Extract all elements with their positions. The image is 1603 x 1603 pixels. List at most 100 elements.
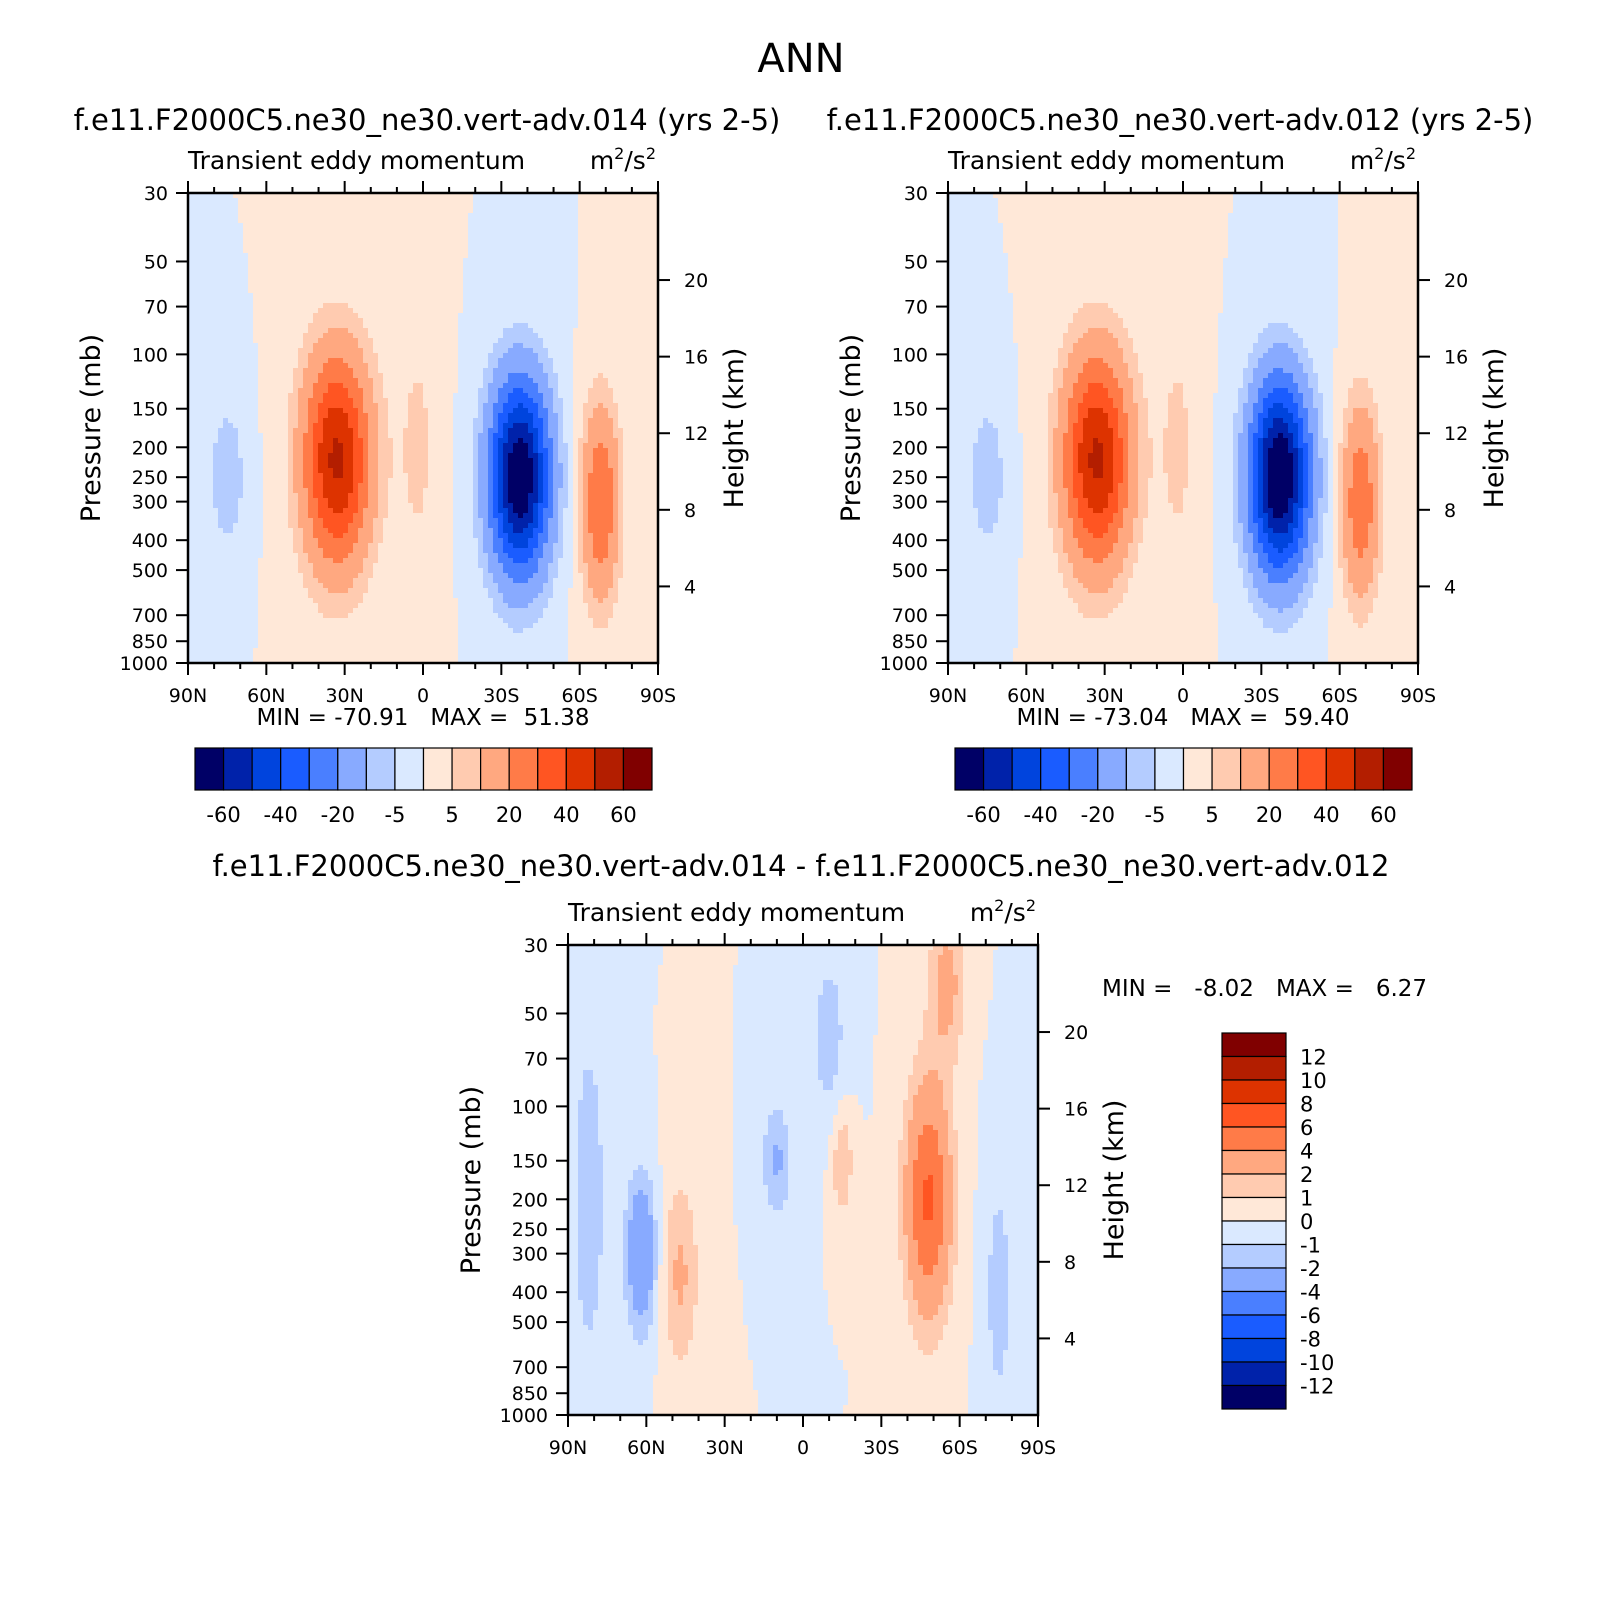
field-cell — [423, 253, 429, 259]
field-cell — [308, 218, 314, 224]
field-cell — [593, 408, 599, 414]
field-cell — [528, 418, 534, 424]
field-cell — [633, 203, 639, 209]
field-cell — [563, 268, 569, 274]
field-cell — [638, 228, 644, 234]
field-cell — [518, 363, 524, 369]
field-cell — [188, 418, 194, 424]
field-cell — [248, 328, 254, 334]
field-cell — [398, 313, 404, 319]
field-cell — [568, 288, 574, 294]
field-cell — [353, 323, 359, 329]
field-cell — [508, 303, 514, 309]
field-cell — [623, 413, 629, 419]
field-cell — [543, 393, 549, 399]
field-cell — [448, 398, 454, 404]
field-cell — [198, 423, 204, 429]
field-cell — [618, 423, 624, 429]
field-cell — [388, 358, 394, 364]
field-cell — [573, 378, 579, 384]
field-cell — [313, 368, 319, 374]
field-cell — [568, 453, 574, 459]
field-cell — [533, 208, 539, 214]
field-cell — [273, 233, 279, 239]
field-cell — [548, 198, 554, 204]
field-cell — [463, 403, 469, 409]
field-cell — [588, 403, 594, 409]
field-cell — [318, 418, 324, 424]
field-cell — [203, 368, 209, 374]
field-cell — [603, 268, 609, 274]
field-cell — [268, 353, 274, 359]
field-cell — [263, 278, 269, 284]
field-cell — [428, 438, 434, 444]
field-cell — [543, 378, 549, 384]
field-cell — [338, 303, 344, 309]
field-cell — [623, 328, 629, 334]
field-cell — [518, 248, 524, 254]
field-cell — [368, 363, 374, 369]
field-cell — [478, 323, 484, 329]
field-cell — [443, 203, 449, 209]
field-cell — [363, 438, 369, 444]
field-cell — [378, 448, 384, 454]
field-cell — [348, 368, 354, 374]
field-cell — [443, 318, 449, 324]
field-cell — [278, 403, 284, 409]
field-cell — [588, 278, 594, 284]
field-cell — [633, 248, 639, 254]
field-cell — [398, 263, 404, 269]
field-cell — [608, 288, 614, 294]
field-cell — [478, 248, 484, 254]
field-cell — [653, 453, 659, 459]
field-cell — [298, 353, 304, 359]
field-cell — [653, 338, 659, 344]
field-cell — [298, 378, 304, 384]
field-cell — [498, 353, 504, 359]
field-cell — [568, 193, 574, 199]
field-cell — [613, 228, 619, 234]
field-cell — [218, 443, 224, 449]
field-cell — [458, 438, 464, 444]
field-cell — [348, 338, 354, 344]
field-cell — [603, 373, 609, 379]
field-cell — [603, 263, 609, 269]
field-cell — [248, 278, 254, 284]
field-cell — [618, 303, 624, 309]
field-cell — [428, 333, 434, 339]
field-cell — [518, 438, 524, 444]
field-cell — [193, 353, 199, 359]
field-cell — [388, 323, 394, 329]
field-cell — [363, 308, 369, 314]
field-cell — [478, 283, 484, 289]
field-cell — [218, 298, 224, 304]
field-cell — [308, 293, 314, 299]
field-cell — [263, 353, 269, 359]
field-cell — [533, 213, 539, 219]
field-cell — [603, 233, 609, 239]
field-cell — [518, 283, 524, 289]
field-cell — [468, 253, 474, 259]
field-cell — [493, 238, 499, 244]
field-cell — [543, 218, 549, 224]
field-cell — [218, 418, 224, 424]
field-cell — [233, 333, 239, 339]
field-cell — [613, 258, 619, 264]
field-cell — [283, 418, 289, 424]
field-cell — [248, 453, 254, 459]
field-cell — [363, 453, 369, 459]
field-cell — [598, 208, 604, 214]
field-cell — [298, 398, 304, 404]
field-cell — [288, 383, 294, 389]
field-cell — [368, 313, 374, 319]
field-cell — [198, 393, 204, 399]
field-cell — [588, 228, 594, 234]
field-cell — [403, 363, 409, 369]
field-cell — [433, 403, 439, 409]
field-cell — [583, 398, 589, 404]
field-cell — [543, 328, 549, 334]
field-cell — [563, 238, 569, 244]
field-cell — [598, 308, 604, 314]
field-cell — [493, 268, 499, 274]
